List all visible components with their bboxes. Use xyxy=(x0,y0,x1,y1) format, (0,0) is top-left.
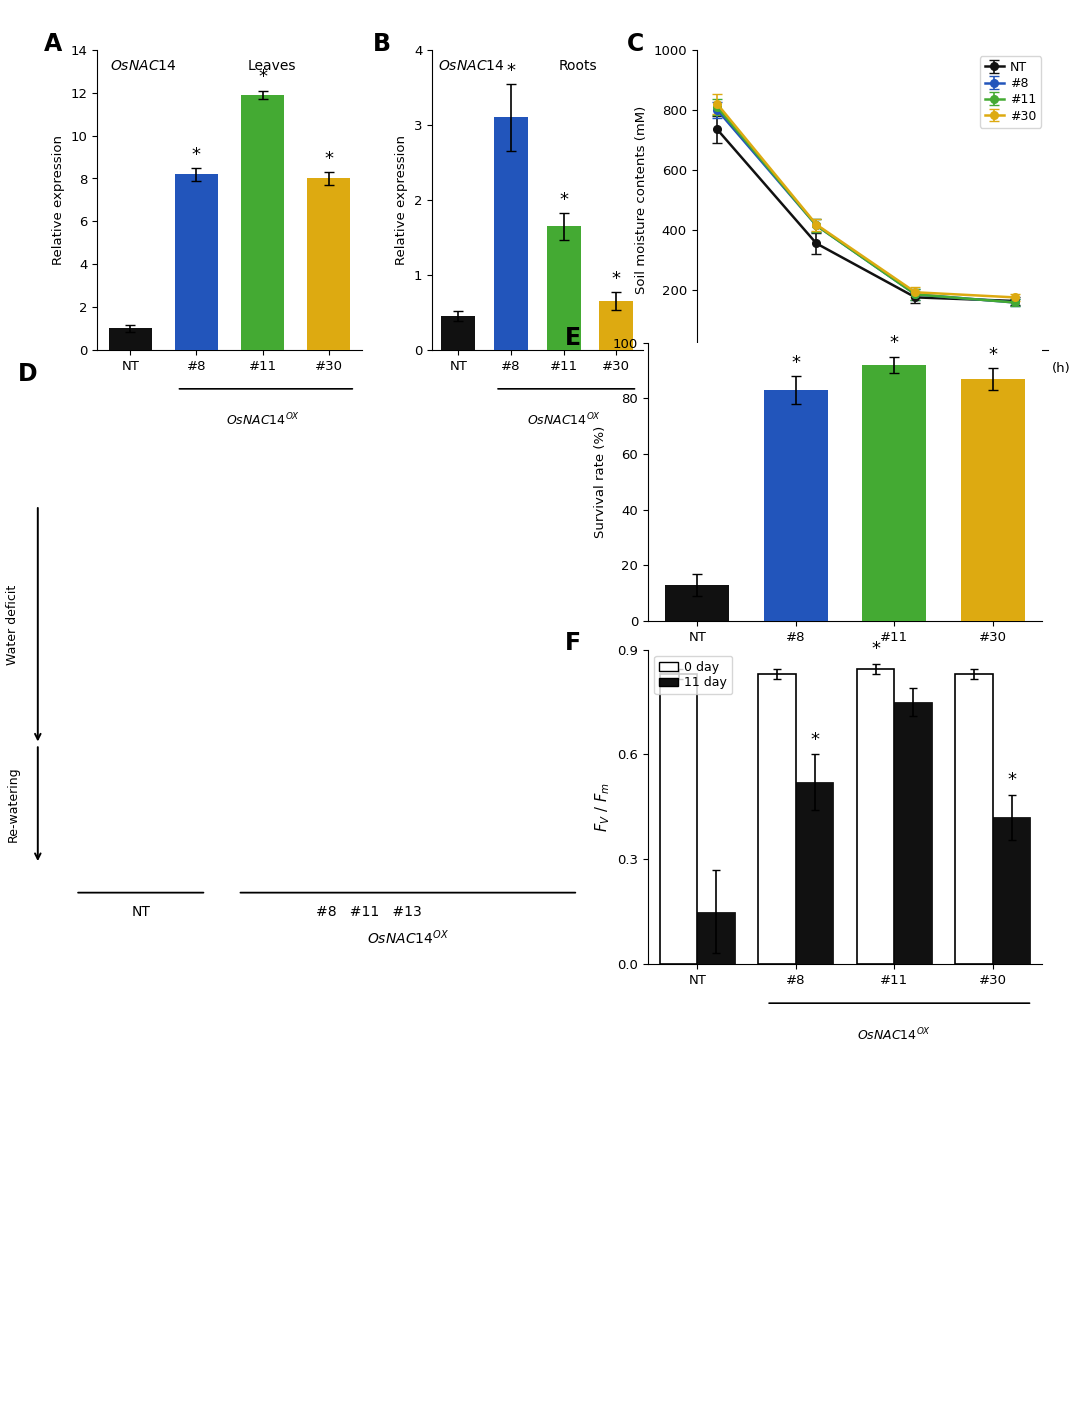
Bar xyxy=(862,366,927,621)
Bar xyxy=(494,117,528,350)
Bar xyxy=(175,174,218,350)
Text: *: * xyxy=(559,191,568,208)
Text: NT: NT xyxy=(132,904,150,918)
Text: 3 d: 3 d xyxy=(72,700,96,713)
Y-axis label: $F_V$ / $F_m$: $F_V$ / $F_m$ xyxy=(593,783,611,831)
Text: Water deficit: Water deficit xyxy=(6,584,19,665)
Text: C: C xyxy=(626,31,644,56)
Text: $\mathit{OsNAC14}^{OX}$: $\mathit{OsNAC14}^{OX}$ xyxy=(226,411,299,428)
Text: #8   #11   #13: #8 #11 #13 xyxy=(315,904,421,918)
Bar xyxy=(241,94,284,350)
Bar xyxy=(764,390,828,621)
Text: *: * xyxy=(792,354,800,371)
Text: $\mathit{OsNAC14}^{OX}$: $\mathit{OsNAC14}^{OX}$ xyxy=(858,1027,931,1044)
Bar xyxy=(894,703,932,964)
Text: *: * xyxy=(324,150,334,167)
Text: Leaves: Leaves xyxy=(248,59,297,73)
Bar xyxy=(956,674,993,964)
Text: 0 d: 0 d xyxy=(72,461,96,474)
Text: F: F xyxy=(565,631,581,655)
Text: $\mathit{OsNAC14}^{OX}$: $\mathit{OsNAC14}^{OX}$ xyxy=(367,928,449,947)
Bar xyxy=(109,328,152,350)
Bar xyxy=(599,301,633,350)
Text: D: D xyxy=(17,361,38,386)
Y-axis label: Relative expression: Relative expression xyxy=(52,134,65,266)
Bar xyxy=(796,783,834,964)
Text: *: * xyxy=(611,270,621,288)
Bar xyxy=(698,911,734,964)
Bar xyxy=(961,378,1025,621)
Text: *: * xyxy=(810,731,819,750)
Legend: NT, #8, #11, #30: NT, #8, #11, #30 xyxy=(980,56,1041,127)
Text: 1 d: 1 d xyxy=(72,581,96,594)
Text: Roots: Roots xyxy=(558,59,597,73)
Y-axis label: Soil moisture contents (mM): Soil moisture contents (mM) xyxy=(635,106,648,294)
Text: *: * xyxy=(872,641,880,658)
Text: *: * xyxy=(890,334,899,353)
Y-axis label: Survival rate (%): Survival rate (%) xyxy=(594,426,607,538)
Bar xyxy=(665,585,729,621)
Bar xyxy=(546,226,581,350)
Text: $\mathit{OsNAC14}$: $\mathit{OsNAC14}$ xyxy=(110,59,177,73)
Text: *: * xyxy=(192,146,201,164)
Bar xyxy=(758,674,796,964)
Bar xyxy=(993,817,1030,964)
Text: 5 d: 5 d xyxy=(72,820,96,833)
Text: E: E xyxy=(565,326,581,350)
Text: A: A xyxy=(44,31,63,56)
Text: B: B xyxy=(373,31,391,56)
Text: $\mathit{OsNAC14}$: $\mathit{OsNAC14}$ xyxy=(438,59,504,73)
Text: *: * xyxy=(507,61,515,80)
Bar xyxy=(442,316,475,350)
Y-axis label: Relative expression: Relative expression xyxy=(395,134,408,266)
Text: *: * xyxy=(258,69,267,86)
Text: $\mathit{OsNAC14}^{OX}$: $\mathit{OsNAC14}^{OX}$ xyxy=(858,685,931,701)
Text: *: * xyxy=(988,346,998,364)
Bar xyxy=(307,178,350,350)
Bar xyxy=(660,674,698,964)
Bar xyxy=(856,668,894,964)
Text: $\mathit{OsNAC14}^{OX}$: $\mathit{OsNAC14}^{OX}$ xyxy=(527,411,600,428)
X-axis label: (h): (h) xyxy=(1052,361,1071,376)
Legend: 0 day, 11 day: 0 day, 11 day xyxy=(654,655,732,694)
Text: Re-watering: Re-watering xyxy=(6,767,19,843)
Text: *: * xyxy=(1008,771,1016,790)
